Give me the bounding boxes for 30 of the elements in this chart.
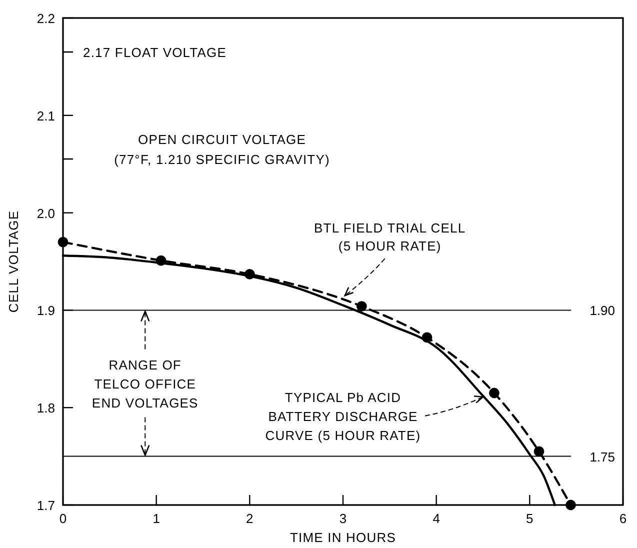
- y-tick-label: 1.9: [36, 303, 55, 318]
- point: [244, 268, 255, 280]
- ref-line-label: 1.90: [590, 303, 615, 318]
- point: [534, 446, 544, 457]
- y-tick-label: 2.1: [36, 108, 55, 124]
- x-tick-label: 2: [246, 511, 254, 526]
- point: [356, 301, 367, 312]
- y-tick-label: 2.0: [36, 206, 55, 221]
- annotation: BTL FIELD TRIAL CELL (5 HOUR RATE): [314, 220, 466, 254]
- y-tick-label: 1.7: [36, 498, 55, 513]
- point: [58, 236, 68, 248]
- x-axis-title: TIME IN HOURS: [290, 530, 396, 545]
- y-tick-label: 2.2: [36, 11, 55, 26]
- x-tick-label: 6: [619, 511, 627, 526]
- ref-line-label: 1.75: [590, 449, 615, 464]
- point: [156, 255, 166, 266]
- annotation: OPEN CIRCUIT VOLTAGE (77°F, 1.210 SPECIFIC GRAVITY): [114, 132, 330, 167]
- x-tick-label: 1: [152, 511, 160, 526]
- y-tick-label: 1.8: [36, 400, 55, 416]
- annotation: 2.17 FLOAT VOLTAGE: [83, 45, 226, 60]
- point: [566, 500, 576, 510]
- point: [422, 332, 432, 343]
- x-tick-label: 4: [432, 511, 440, 526]
- y-axis-title: CELL VOLTAGE: [6, 210, 21, 313]
- x-tick-label: 0: [59, 511, 67, 526]
- x-tick-label: 5: [526, 511, 534, 526]
- point: [489, 388, 500, 398]
- annotation: TYPICAL Pb ACID BATTERY DISCHARGE CURVE (5 HOUR RATE): [265, 390, 421, 443]
- x-tick-label: 3: [339, 511, 347, 526]
- annotation: RANGE OF TELCO OFFICE END VOLTAGES: [92, 357, 198, 410]
